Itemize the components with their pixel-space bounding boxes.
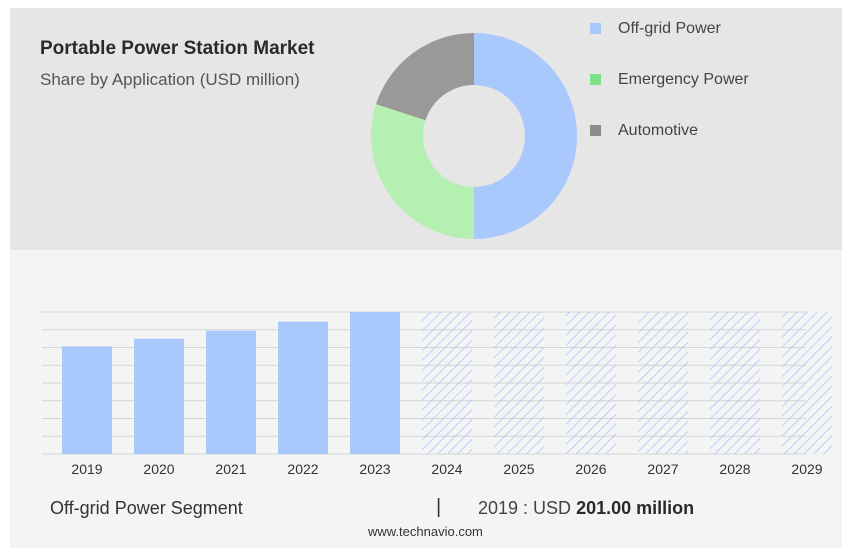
- x-tick-label-2022: 2022: [287, 461, 318, 477]
- legend-item-automotive: Automotive: [590, 122, 698, 140]
- donut-slice-off-grid-power: [474, 33, 577, 239]
- donut-slice-automotive: [376, 33, 474, 121]
- chart-title: Portable Power Station Market: [40, 38, 315, 59]
- x-tick-label-2020: 2020: [143, 461, 174, 477]
- segment-value-prefix: 2019 : USD: [478, 498, 577, 518]
- x-tick-label-2028: 2028: [719, 461, 750, 477]
- forecast-bar-2028: [710, 312, 760, 454]
- legend-label: Emergency Power: [618, 71, 749, 88]
- bar-2020: [134, 338, 184, 454]
- legend-item-emergency-power: Emergency Power: [590, 71, 749, 89]
- forecast-bar-2029: [782, 312, 832, 454]
- x-tick-label-2024: 2024: [431, 461, 462, 477]
- forecast-bar-2026: [566, 312, 616, 454]
- legend-swatch: [590, 74, 601, 85]
- segment-value-amount: 201.00 million: [576, 498, 695, 518]
- forecast-bar-2027: [638, 312, 688, 454]
- legend-label: Off-grid Power: [618, 20, 721, 37]
- x-tick-label-2025: 2025: [503, 461, 534, 477]
- legend-swatch: [590, 125, 601, 136]
- x-tick-label-2021: 2021: [215, 461, 246, 477]
- bar-2023: [350, 312, 400, 454]
- watermark: www.technavio.com: [368, 524, 483, 539]
- legend-label: Automotive: [618, 122, 699, 139]
- bar-2019: [62, 346, 112, 454]
- donut-chart: [370, 33, 577, 239]
- donut-slice-emergency-power: [370, 104, 474, 239]
- legend-swatch: [590, 23, 601, 34]
- bar-2021: [206, 330, 256, 454]
- x-tick-label-2023: 2023: [359, 461, 390, 477]
- legend-item-off-grid-power: Off-grid Power: [590, 20, 721, 38]
- x-tick-label-2027: 2027: [647, 461, 678, 477]
- bar-2022: [278, 321, 328, 454]
- x-tick-label-2026: 2026: [575, 461, 606, 477]
- forecast-bar-2025: [494, 312, 544, 454]
- segment-value: 2019 : USD 201.00 million: [478, 498, 694, 519]
- forecast-bar-2024: [422, 312, 472, 454]
- chart-subtitle: Share by Application (USD million): [40, 70, 300, 89]
- segment-label: Off-grid Power Segment: [50, 498, 243, 518]
- x-tick-label-2029: 2029: [791, 461, 822, 477]
- x-tick-label-2019: 2019: [71, 461, 102, 477]
- footer-divider: |: [436, 496, 442, 518]
